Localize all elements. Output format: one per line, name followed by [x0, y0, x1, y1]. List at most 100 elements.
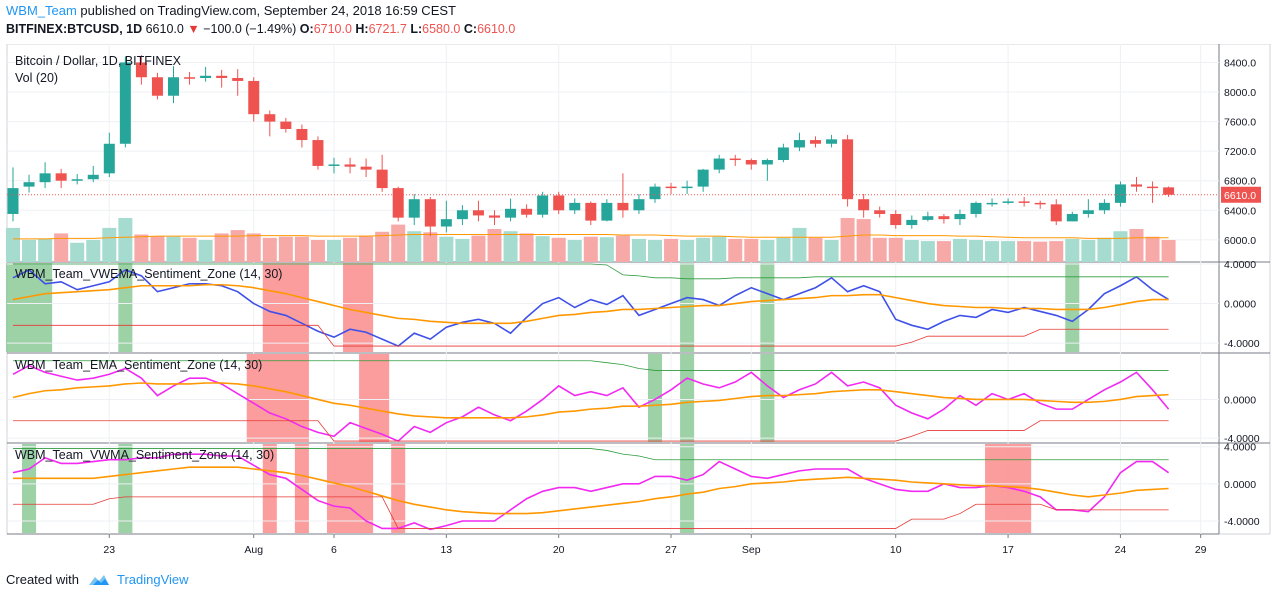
candle-body: [1066, 213, 1078, 222]
price-tick-label: 6400.0: [1224, 205, 1256, 217]
volume-bar: [583, 236, 598, 262]
arrow-down-icon: ▼: [187, 22, 200, 36]
publish-line: WBM_Team published on TradingView.com, S…: [6, 3, 456, 18]
volume-bar: [615, 235, 630, 262]
volume-bar: [776, 237, 791, 262]
volume-bar: [359, 235, 374, 262]
volume-bar: [70, 242, 85, 262]
candle-body: [1002, 201, 1014, 203]
candle-body: [505, 208, 517, 218]
volume-bar: [648, 240, 662, 262]
candle-body: [810, 140, 821, 144]
candle-body: [408, 199, 420, 218]
volume-bar: [1081, 240, 1096, 262]
vwma-bullish-zone: [680, 444, 695, 533]
candle-body: [938, 216, 950, 220]
candle-body: [922, 216, 934, 220]
volume-bar: [696, 237, 711, 262]
candle-body: [296, 128, 308, 141]
ema-bullish-zone: [647, 354, 663, 442]
candle-body: [970, 202, 982, 214]
price-change: −100.0 (−1.49%): [203, 22, 297, 36]
vwema-tick-label: -4.0000: [1224, 338, 1260, 350]
volume-bar: [471, 235, 486, 262]
main-pane-title: Bitcoin / Dollar, 1D, BITFINEX: [15, 54, 182, 68]
candle-body: [793, 140, 805, 148]
candle-body: [23, 182, 35, 187]
vwma-lower-line: [13, 496, 1169, 529]
vwma-upper-line: [13, 448, 1169, 461]
ema-bullish-zone: [760, 354, 775, 442]
low-label: L:: [410, 22, 423, 36]
volume-bar: [230, 230, 245, 262]
volume-bar: [407, 231, 422, 262]
volume-bar: [6, 227, 20, 262]
candle-body: [842, 139, 854, 200]
ema-bullish-zone: [680, 354, 695, 442]
volume-bar: [664, 238, 679, 262]
ema-tick-label: 0.0000: [1224, 394, 1256, 406]
vwema-bullish-zone: [1065, 263, 1080, 352]
volume-bar: [904, 240, 919, 262]
last-price: 6610.0: [145, 22, 184, 36]
time-tick-label: Aug: [244, 544, 263, 556]
vwema-bullish-zone: [118, 263, 133, 352]
vwma-bullish-zone: [118, 444, 133, 533]
time-tick-label: 13: [440, 544, 452, 556]
candle-body: [87, 174, 99, 180]
candle-body: [489, 215, 500, 218]
ema-upper-line: [13, 360, 1169, 371]
candle-body: [745, 160, 757, 165]
volume-bar: [102, 227, 117, 262]
volume-bar: [952, 238, 967, 262]
vwema-signal-line: [12, 283, 1169, 325]
author-link[interactable]: WBM_Team: [6, 3, 77, 18]
price-tick-label: 6000.0: [1224, 235, 1256, 247]
volume-bar: [920, 241, 935, 262]
candle-body: [168, 77, 179, 96]
volume-bar: [888, 237, 903, 262]
close-label: C:: [463, 22, 478, 36]
ema-bearish-zone: [246, 354, 309, 442]
candle-body: [472, 210, 484, 216]
candle-body: [360, 166, 372, 170]
candle-body: [858, 199, 870, 211]
volume-bar: [1001, 241, 1016, 262]
vwema-tick-label: 4.0000: [1224, 259, 1256, 271]
chart-canvas[interactable]: 23 Aug 6 13 20 27 Sep 10 17 24 29 8400.0 8000.0 7600.…: [0, 44, 1274, 566]
candle-body: [954, 213, 966, 220]
vwma-bearish-zone: [985, 444, 1032, 533]
candle-body: [665, 186, 677, 189]
volume-bar: [1033, 241, 1048, 262]
time-tick-label: 20: [553, 544, 565, 556]
price-tick-label: 7600.0: [1224, 117, 1256, 129]
candle-body: [103, 143, 115, 174]
candle-body: [1131, 184, 1142, 187]
volume-bar: [599, 237, 614, 262]
candle-body: [55, 173, 67, 181]
volume-bar: [728, 238, 743, 262]
candle-body: [681, 186, 693, 189]
last-price-tag-label: 6610.0: [1224, 190, 1256, 202]
volume-bar: [22, 240, 37, 262]
candle-body: [569, 202, 581, 211]
candle-body: [264, 114, 276, 122]
candle-body: [537, 195, 549, 215]
volume-label: Vol (20): [15, 71, 58, 85]
volume-bar: [856, 219, 871, 262]
candle-body: [392, 188, 404, 218]
volume-bar: [150, 236, 165, 262]
volume-bar: [1017, 241, 1032, 262]
candle-body: [424, 199, 436, 227]
candle-body: [633, 199, 645, 211]
volume-bar: [182, 237, 197, 262]
candle-body: [874, 210, 886, 214]
candle-body: [1050, 204, 1062, 222]
tradingview-link[interactable]: TradingView: [116, 572, 189, 587]
high-value: 6721.7: [368, 22, 407, 36]
candle-body: [328, 164, 340, 166]
candle-body: [280, 121, 292, 129]
vwema-bearish-zone: [262, 263, 309, 352]
vwma-bearish-zone: [326, 444, 374, 533]
volume-bar: [327, 240, 341, 262]
